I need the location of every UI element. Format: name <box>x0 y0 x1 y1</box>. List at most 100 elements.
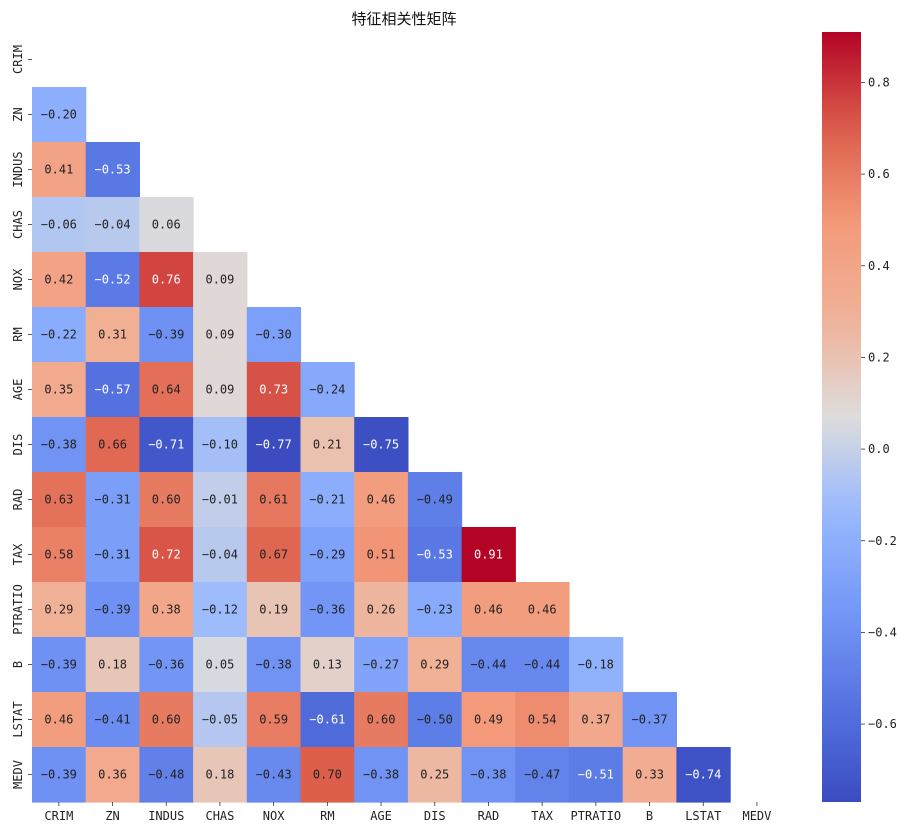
heatmap-cell <box>85 307 140 363</box>
y-tick-labels: CRIM ZN INDUS CHAS NOX RM AGE DIS RAD TAX PTRATIO B… <box>11 45 32 789</box>
heatmap-cell <box>32 692 87 748</box>
heatmap-cell <box>32 582 87 638</box>
heatmap-cell <box>85 472 140 528</box>
heatmap-cell <box>193 417 248 473</box>
heatmap-cell <box>246 472 302 528</box>
heatmap-cell <box>354 692 409 748</box>
heatmap-cell <box>246 307 302 363</box>
heatmap-cell <box>85 637 140 693</box>
y-tick-label: RAD <box>11 489 25 511</box>
heatmap-cell <box>85 197 140 253</box>
cell-value-label: −0.39 <box>41 658 77 672</box>
colorbar-tick-label: −0.4 <box>868 625 897 639</box>
cell-value-label: 0.60 <box>152 713 181 727</box>
heatmap-cell <box>139 252 194 308</box>
heatmap-cell <box>354 582 409 638</box>
cell-value-label: 0.66 <box>98 438 127 452</box>
cell-value-label: 0.05 <box>205 658 234 672</box>
cell-value-label: 0.54 <box>528 713 557 727</box>
heatmap-cell <box>300 417 355 473</box>
cell-value-label: 0.70 <box>313 768 342 782</box>
cell-value-label: 0.61 <box>259 493 288 507</box>
cell-value-label: 0.58 <box>44 548 73 562</box>
cell-value-label: 0.76 <box>152 273 181 287</box>
cell-value-label: 0.63 <box>44 493 73 507</box>
cell-value-label: −0.12 <box>202 603 238 617</box>
cell-value-label: −0.53 <box>94 163 130 177</box>
heatmap-cell <box>193 362 248 418</box>
x-tick-label: ZN <box>105 809 119 823</box>
colorbar-tick-label: 0.0 <box>868 442 890 456</box>
cell-value-label: 0.29 <box>44 603 73 617</box>
cell-value-label: −0.06 <box>41 218 77 232</box>
heatmap-cell <box>407 472 463 528</box>
cell-value-label: −0.71 <box>148 438 184 452</box>
cell-value-label: −0.52 <box>94 273 130 287</box>
y-tick-label: B <box>11 661 25 668</box>
cell-value-label: −0.53 <box>417 548 453 562</box>
cell-value-label: 0.49 <box>474 713 503 727</box>
colorbar-tick-label: 0.2 <box>868 350 890 364</box>
cell-value-label: −0.39 <box>148 328 184 342</box>
cell-value-label: −0.21 <box>309 493 345 507</box>
heatmap-cell <box>193 307 248 363</box>
y-tick-label: DIS <box>11 434 25 456</box>
cell-value-label: 0.73 <box>259 383 288 397</box>
cell-value-label: −0.18 <box>578 658 614 672</box>
heatmap-cell <box>32 362 87 418</box>
cell-value-label: 0.38 <box>152 603 181 617</box>
cell-value-label: −0.24 <box>309 383 345 397</box>
cell-value-label: −0.39 <box>41 768 77 782</box>
y-tick-label: MEDV <box>11 760 25 789</box>
y-tick-label: LSTAT <box>11 701 25 737</box>
heatmap-cell <box>32 527 87 583</box>
cell-value-label: 0.46 <box>44 713 73 727</box>
cell-value-label: 0.46 <box>528 603 557 617</box>
cell-value-label: −0.36 <box>148 658 184 672</box>
x-tick-label: RM <box>320 809 334 823</box>
x-tick-label: CHAS <box>205 809 234 823</box>
heatmap-cell <box>300 472 355 528</box>
heatmap-cell <box>139 637 194 693</box>
cell-value-label: 0.91 <box>474 548 503 562</box>
heatmap-cell <box>569 747 624 803</box>
heatmap-cell <box>32 472 87 528</box>
heatmap-cell <box>515 747 570 803</box>
heatmap-cell <box>300 692 355 748</box>
cell-value-label: −0.01 <box>202 493 238 507</box>
x-tick-label: DIS <box>424 809 446 823</box>
x-tick-label: INDUS <box>148 809 184 823</box>
cell-value-label: 0.36 <box>98 768 127 782</box>
heatmap-cell <box>407 692 463 748</box>
heatmap-cell <box>461 527 516 583</box>
cell-value-label: −0.31 <box>94 548 130 562</box>
heatmap-cell <box>139 527 194 583</box>
cell-value-label: −0.38 <box>363 768 399 782</box>
cell-value-label: 0.46 <box>474 603 503 617</box>
cell-value-label: −0.77 <box>256 438 292 452</box>
cell-value-label: −0.22 <box>41 328 77 342</box>
heatmap-cell <box>193 527 248 583</box>
cell-value-label: −0.23 <box>417 603 453 617</box>
cell-value-label: −0.30 <box>256 328 292 342</box>
cell-value-label: −0.38 <box>41 438 77 452</box>
cell-value-label: 0.51 <box>367 548 396 562</box>
cell-value-label: −0.36 <box>309 603 345 617</box>
heatmap-cell <box>32 417 87 473</box>
y-tick-label: CHAS <box>11 210 25 239</box>
heatmap-cell <box>85 252 140 308</box>
cell-value-label: −0.44 <box>524 658 560 672</box>
heatmap-cell <box>622 747 677 803</box>
cell-value-label: −0.49 <box>417 493 453 507</box>
heatmap-cell <box>515 692 570 748</box>
cell-value-label: 0.64 <box>152 383 181 397</box>
y-tick-label: AGE <box>11 379 25 401</box>
heatmap-cell <box>461 637 516 693</box>
cell-value-label: 0.41 <box>44 163 73 177</box>
cell-value-label: −0.74 <box>685 768 721 782</box>
heatmap-cell <box>676 747 731 803</box>
colorbar-tick-label: −0.2 <box>868 534 897 548</box>
y-tick-label: CRIM <box>11 45 25 74</box>
heatmap-cell <box>32 142 87 198</box>
heatmap-cell <box>139 362 194 418</box>
